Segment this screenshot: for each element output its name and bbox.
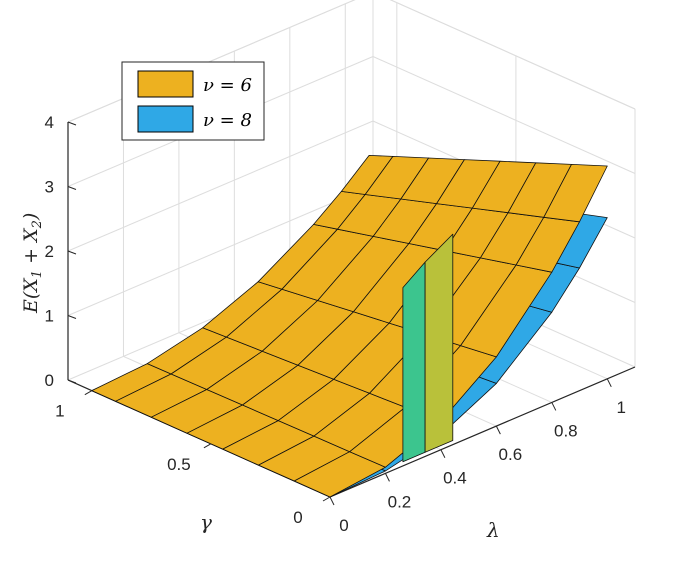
y-tick-label: 0.5 bbox=[167, 455, 191, 474]
legend-swatch-nu6 bbox=[137, 70, 194, 98]
legend-label-nu6: ν = 6 bbox=[203, 75, 252, 96]
z-tick-mark bbox=[67, 315, 77, 319]
x-tick-mark bbox=[551, 402, 557, 411]
y-tick-mark bbox=[203, 443, 212, 449]
x-tick-mark bbox=[606, 378, 612, 388]
x-tick-label: 0.6 bbox=[499, 445, 523, 464]
y-tick-label: 0 bbox=[293, 508, 302, 527]
surface-nu6-patch bbox=[543, 163, 608, 223]
x-tick-label: 0.2 bbox=[388, 492, 412, 511]
box-edge bbox=[389, 0, 636, 110]
z-tick-label: 1 bbox=[45, 307, 54, 326]
legend-label-nu8: ν = 8 bbox=[203, 110, 252, 131]
x-tick-label: 0.8 bbox=[554, 421, 578, 440]
z-tick-label: 4 bbox=[45, 113, 54, 132]
legend-swatch-nu8 bbox=[137, 105, 194, 133]
y-tick-mark bbox=[84, 390, 93, 396]
wall-panel-olive bbox=[424, 233, 454, 453]
grid-line-back bbox=[67, 120, 374, 252]
x-axis-ticks: 0 0.2 0.4 0.6 0.8 1 bbox=[329, 378, 626, 535]
x-tick-mark bbox=[495, 425, 501, 435]
grid-line-side bbox=[372, 56, 636, 174]
z-axis-label: E(X1 + X2) bbox=[20, 213, 45, 314]
y-tick-mark bbox=[322, 496, 331, 502]
x-tick-mark bbox=[440, 449, 446, 458]
z-axis-ticks: 0 1 2 3 4 bbox=[45, 113, 77, 390]
x-tick-label: 1 bbox=[617, 398, 626, 417]
x-axis-label: λ bbox=[486, 518, 500, 542]
z-tick-label: 3 bbox=[45, 178, 54, 197]
grid-line-side bbox=[389, 0, 636, 110]
box-edge bbox=[67, 0, 356, 123]
wall-panel-green bbox=[402, 261, 426, 463]
legend: ν = 6 ν = 8 bbox=[121, 61, 265, 141]
grid-line-back bbox=[67, 185, 374, 316]
y-axis-ticks: 00.51 bbox=[55, 390, 331, 527]
x-tick-mark bbox=[329, 496, 335, 506]
z-tick-mark bbox=[67, 379, 77, 384]
surface-wall bbox=[402, 233, 454, 463]
surface-plot bbox=[91, 154, 608, 498]
y-axis-label: γ bbox=[200, 510, 212, 534]
z-tick-label: 2 bbox=[45, 242, 54, 261]
z-tick-mark bbox=[67, 250, 77, 255]
z-tick-label: 0 bbox=[45, 371, 54, 390]
x-tick-label: 0 bbox=[339, 516, 348, 535]
x-axis-line bbox=[329, 366, 636, 498]
x-tick-mark bbox=[385, 473, 390, 482]
y-tick-label: 1 bbox=[55, 402, 64, 421]
z-tick-mark bbox=[67, 121, 77, 126]
x-tick-label: 0.4 bbox=[443, 469, 467, 488]
z-tick-mark bbox=[67, 186, 77, 190]
surface-nu6 bbox=[91, 154, 608, 498]
